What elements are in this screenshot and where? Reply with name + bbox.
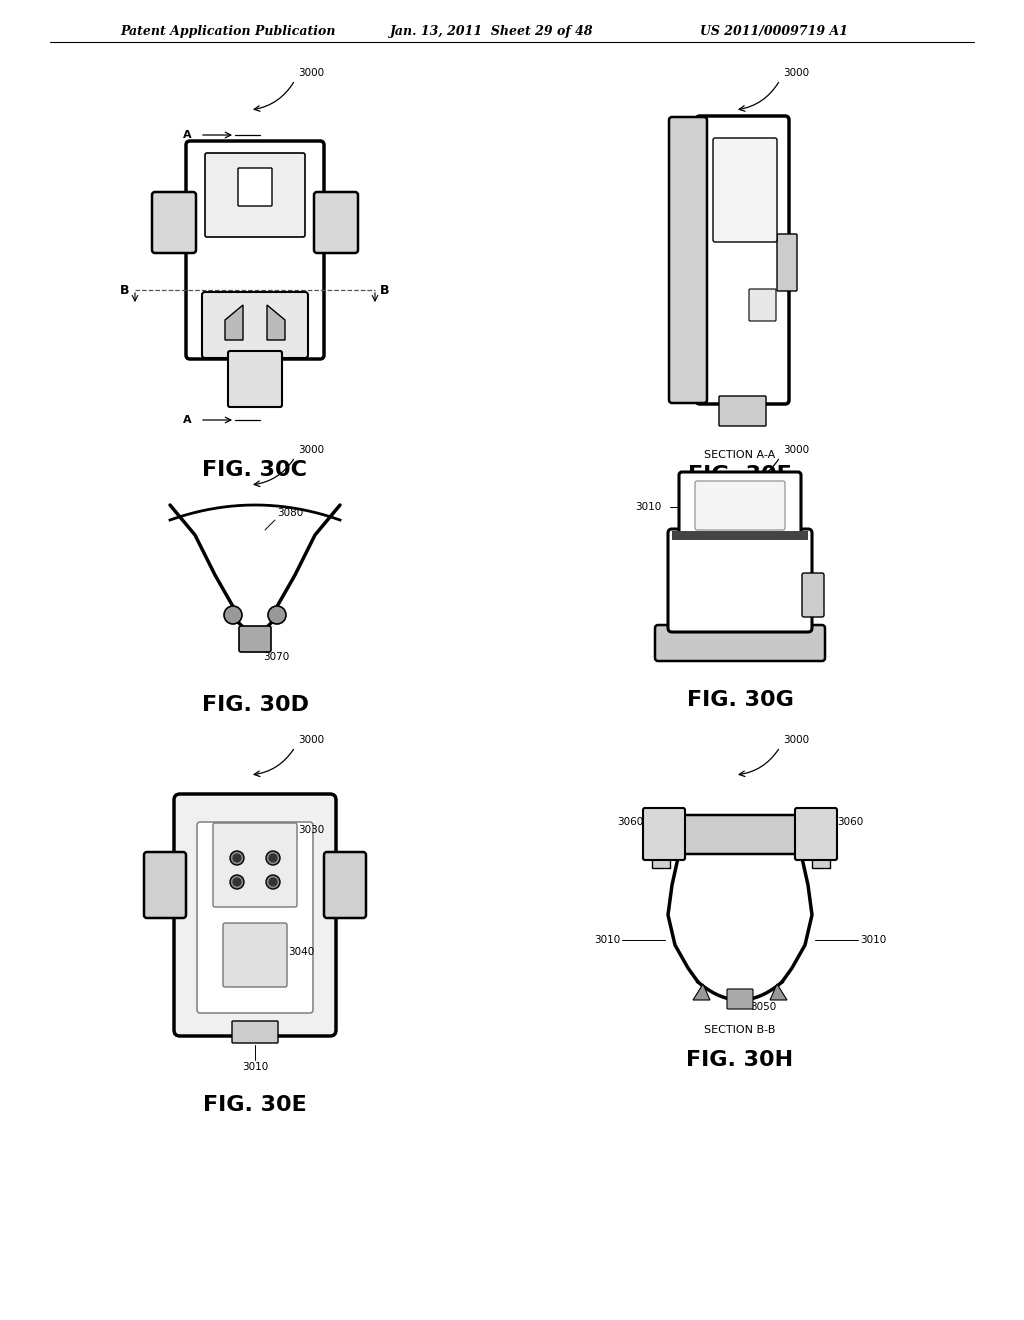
Polygon shape [225,305,243,341]
FancyBboxPatch shape [802,573,824,616]
Polygon shape [770,983,787,1001]
Text: Patent Application Publication: Patent Application Publication [120,25,336,38]
FancyBboxPatch shape [213,822,297,907]
Circle shape [268,606,286,624]
FancyBboxPatch shape [749,289,776,321]
FancyBboxPatch shape [223,923,287,987]
Polygon shape [693,983,710,1001]
Polygon shape [267,305,285,341]
Text: 3060: 3060 [616,817,643,828]
Text: FIG. 30E: FIG. 30E [203,1096,307,1115]
FancyBboxPatch shape [197,822,313,1012]
Text: FIG. 30G: FIG. 30G [686,690,794,710]
FancyBboxPatch shape [152,191,196,253]
Text: B: B [380,284,390,297]
Text: A: A [182,129,191,140]
Circle shape [233,854,241,862]
Text: SECTION B-B: SECTION B-B [705,1026,776,1035]
FancyBboxPatch shape [812,826,830,869]
FancyBboxPatch shape [696,116,790,404]
FancyBboxPatch shape [238,168,272,206]
Text: 3010: 3010 [860,935,886,945]
FancyBboxPatch shape [795,808,837,861]
FancyBboxPatch shape [228,351,282,407]
Circle shape [230,851,244,865]
Text: SECTION A-A: SECTION A-A [705,450,775,459]
Circle shape [269,854,278,862]
FancyBboxPatch shape [727,989,753,1008]
Circle shape [269,878,278,886]
Text: 3080: 3080 [278,508,303,517]
Text: FIG. 30F: FIG. 30F [688,465,792,484]
FancyBboxPatch shape [314,191,358,253]
Text: 3000: 3000 [783,69,809,78]
FancyBboxPatch shape [643,808,685,861]
Text: 3010: 3010 [242,1063,268,1072]
Circle shape [224,606,242,624]
FancyBboxPatch shape [239,626,271,652]
FancyBboxPatch shape [668,529,812,632]
FancyBboxPatch shape [205,153,305,238]
Text: 3070: 3070 [263,652,289,663]
FancyBboxPatch shape [652,826,670,869]
Bar [672,531,808,540]
Text: US 2011/0009719 A1: US 2011/0009719 A1 [700,25,848,38]
Text: FIG. 30D: FIG. 30D [202,696,308,715]
Circle shape [230,875,244,888]
Text: FIG. 30H: FIG. 30H [686,1049,794,1071]
FancyBboxPatch shape [655,624,825,661]
FancyBboxPatch shape [679,473,801,539]
Text: 3030: 3030 [298,825,325,836]
FancyBboxPatch shape [669,117,707,403]
Text: 3060: 3060 [837,817,863,828]
FancyBboxPatch shape [186,141,324,359]
Text: 3000: 3000 [298,735,325,744]
Text: 3000: 3000 [298,69,325,78]
Text: Jan. 13, 2011  Sheet 29 of 48: Jan. 13, 2011 Sheet 29 of 48 [390,25,594,38]
FancyBboxPatch shape [777,234,797,290]
Circle shape [266,875,280,888]
Circle shape [233,878,241,886]
FancyBboxPatch shape [174,795,336,1036]
Text: 3000: 3000 [783,445,809,455]
FancyBboxPatch shape [713,139,777,242]
FancyBboxPatch shape [232,1020,278,1043]
FancyBboxPatch shape [719,396,766,426]
Text: 3040: 3040 [288,946,314,957]
Text: 3010: 3010 [594,935,620,945]
Text: A: A [182,414,191,425]
FancyBboxPatch shape [695,480,785,531]
FancyBboxPatch shape [144,851,186,917]
Text: 3010: 3010 [635,502,662,512]
FancyBboxPatch shape [324,851,366,917]
Text: 3000: 3000 [783,735,809,744]
FancyBboxPatch shape [678,814,802,854]
Text: B: B [120,284,130,297]
Text: 3050: 3050 [750,1002,776,1012]
FancyBboxPatch shape [202,292,308,358]
Text: FIG. 30C: FIG. 30C [203,459,307,480]
Text: 3000: 3000 [298,445,325,455]
Circle shape [266,851,280,865]
